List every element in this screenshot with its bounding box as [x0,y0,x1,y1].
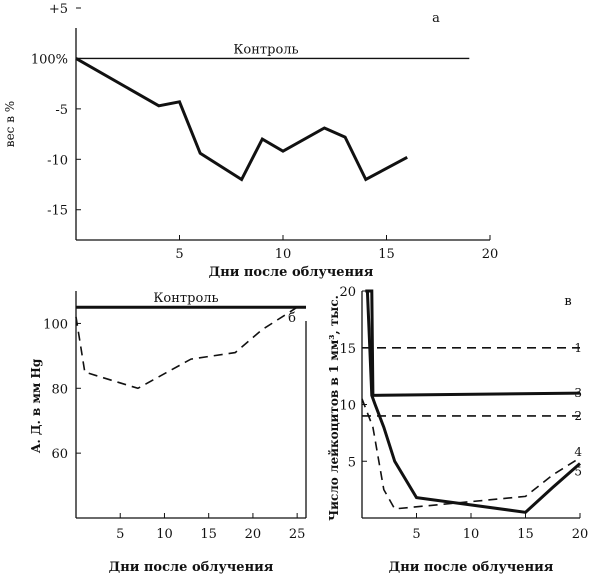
series-line [75,306,298,390]
x-tick-label: 25 [289,527,306,542]
y-tick-label: -5 [55,103,68,118]
x-tick-label: 20 [572,527,589,542]
series-label: Контроль [233,42,298,57]
y-axis-label: Число лейкоцитов в 1 мм³, тыс. [327,295,341,521]
x-tick-label: 20 [245,527,262,542]
y-tick-label: 10 [339,399,356,414]
series-line [368,289,581,397]
y-axis-label: вес в % [3,101,17,147]
y-tick-label: +5 [49,2,68,17]
x-tick-label: 10 [275,247,292,262]
y-tick-label: 60 [51,447,68,462]
y-tick-label: 100% [31,52,68,67]
y-axis-label: А. Д. в мм Hg [29,358,43,453]
series-line [361,398,581,510]
x-tick-label: 5 [412,527,420,542]
x-tick-label: 20 [482,247,499,262]
panel-letter: а [432,11,440,26]
y-tick-label: 5 [348,455,356,470]
x-axis-label: Дни после облучения [109,560,274,575]
chart-panel-a: 5 10 15 20 +5 100% -5 -10 -15 Контроль Дни после о… [3,2,498,280]
series-label: 2 [574,409,582,423]
y-tick-label: 100 [43,317,68,332]
series-label: 5 [574,465,582,479]
panel-letter: б [288,311,296,326]
y-tick-label: 20 [339,285,356,300]
panel-letter: в [564,294,571,309]
x-tick-label: 10 [156,527,173,542]
x-axis-label: Дни после облучения [209,265,374,280]
series-label: 4 [574,445,582,459]
series-label: Контроль [153,291,218,306]
x-tick-label: 10 [463,527,480,542]
x-tick-label: 5 [116,527,124,542]
y-tick-label: -15 [47,204,68,219]
x-tick-label: 15 [517,527,534,542]
x-axis-label: Дни после облучения [389,560,554,575]
x-tick-label: 5 [175,247,183,262]
y-tick-label: 15 [339,342,356,357]
series-label: 1 [574,341,582,355]
chart-panel-b: 5 10 15 20 25 100 80 60 Контроль Дни после облуче… [29,291,307,575]
series-label: 3 [574,386,582,400]
series-line [365,289,581,514]
chart-panel-c: 5 10 15 20 20 15 10 5 1 2 3 4 5 Дни после облучения Чи… [327,285,588,575]
x-tick-label: 15 [378,247,395,262]
x-tick-label: 15 [200,527,217,542]
y-tick-label: -10 [47,153,68,168]
series-line [75,57,408,182]
y-tick-label: 80 [51,382,68,397]
